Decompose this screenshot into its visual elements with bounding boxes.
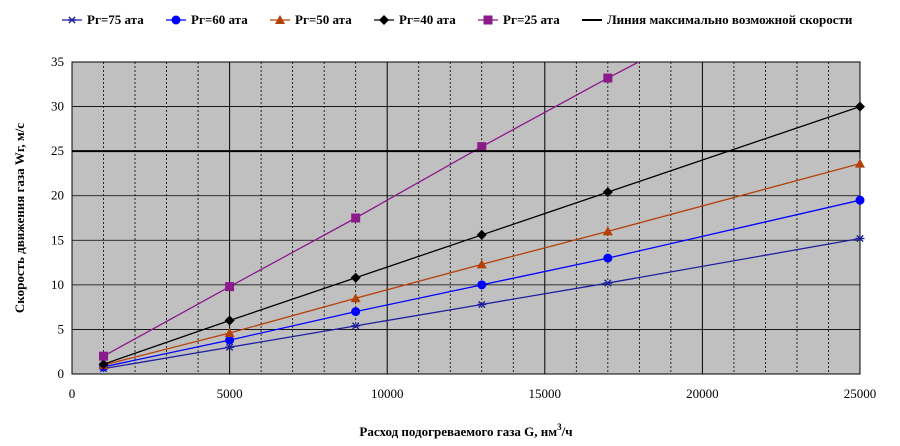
data-point — [855, 101, 865, 112]
data-point — [350, 272, 361, 283]
legend-item-5: Рг=25 ата — [478, 12, 560, 27]
x-tick-label: 0 — [69, 386, 76, 401]
data-point — [351, 213, 361, 223]
legend-marker — [171, 15, 181, 25]
y-tick-label: 30 — [51, 99, 64, 114]
plot-area — [71, 61, 861, 375]
x-axis-title-main: Расход подогреваемого газа G, нм — [359, 424, 557, 439]
x-tick-label: 20000 — [686, 386, 719, 401]
x-tick-label: 15000 — [529, 386, 562, 401]
series-line — [103, 62, 640, 357]
series-line — [103, 162, 860, 366]
series-line — [103, 237, 860, 370]
data-point — [224, 327, 235, 337]
legend-item-6: Линия максимально возможной скорости — [582, 12, 853, 27]
y-tick-label: 35 — [51, 54, 64, 69]
legend: Рг=75 ата Рг=60 ата Рг=50 ата Рг=40 ата Рг=2… — [62, 12, 853, 27]
x-axis-title-sup: 3 — [557, 422, 562, 432]
y-tick-labels: 0 5 10 15 20 25 30 35 — [51, 54, 64, 381]
series-4 — [98, 101, 865, 370]
data-point — [602, 226, 613, 236]
data-point — [855, 158, 865, 168]
legend-item-1: Рг=75 ата — [62, 12, 144, 27]
legend-label: Рг=25 ата — [503, 12, 560, 27]
y-tick-label: 5 — [58, 321, 65, 336]
data-point — [604, 279, 612, 287]
data-point — [602, 187, 613, 198]
x-axis-title: Расход подогреваемого газа G, нм3/ч — [359, 422, 572, 439]
legend-marker — [483, 15, 493, 25]
legend-label: Рг=40 ата — [399, 12, 456, 27]
data-point — [99, 351, 109, 361]
data-point — [478, 300, 486, 309]
x-tick-labels: 0 5000 10000 15000 20000 25000 — [69, 386, 877, 401]
x-tick-label: 10000 — [371, 386, 404, 401]
legend-label: Рг=50 ата — [295, 12, 352, 27]
series-5 — [99, 62, 640, 361]
data-point — [352, 322, 360, 330]
legend-item-3: Рг=50 ата — [270, 12, 352, 27]
data-point — [855, 195, 865, 205]
data-point — [603, 73, 613, 83]
legend-marker — [275, 15, 285, 24]
legend-marker — [68, 16, 76, 24]
data-point — [225, 343, 234, 351]
legend-item-4: Рг=40 ата — [374, 12, 456, 27]
data-point — [856, 234, 864, 243]
series-1 — [99, 234, 865, 373]
data-point — [476, 229, 487, 240]
data-point — [225, 335, 235, 345]
series-line — [103, 199, 860, 368]
y-tick-label: 0 — [58, 366, 65, 381]
y-tick-label: 10 — [51, 277, 64, 292]
data-point — [350, 293, 361, 303]
y-tick-label: 15 — [51, 232, 64, 247]
x-axis-title-tail: /ч — [561, 424, 573, 439]
data-point — [224, 315, 235, 326]
data-point — [351, 307, 361, 317]
data-point — [477, 142, 487, 152]
legend-marker — [379, 15, 389, 25]
legend-item-2: Рг=60 ата — [166, 12, 248, 27]
series-group — [72, 62, 865, 373]
data-point — [476, 259, 487, 269]
legend-label: Рг=60 ата — [191, 12, 248, 27]
data-point — [603, 253, 613, 263]
data-point — [225, 282, 235, 292]
data-point — [477, 280, 487, 290]
legend-label: Линия максимально возможной скорости — [607, 12, 853, 27]
y-tick-label: 20 — [51, 188, 64, 203]
legend-label: Рг=75 ата — [87, 12, 144, 27]
x-tick-label: 25000 — [844, 386, 877, 401]
y-axis-title: Скорость движения газа Wг, м/с — [12, 123, 27, 313]
data-point — [98, 359, 109, 370]
y-tick-label: 25 — [51, 143, 64, 158]
x-tick-label: 5000 — [217, 386, 243, 401]
series-line — [103, 105, 860, 365]
